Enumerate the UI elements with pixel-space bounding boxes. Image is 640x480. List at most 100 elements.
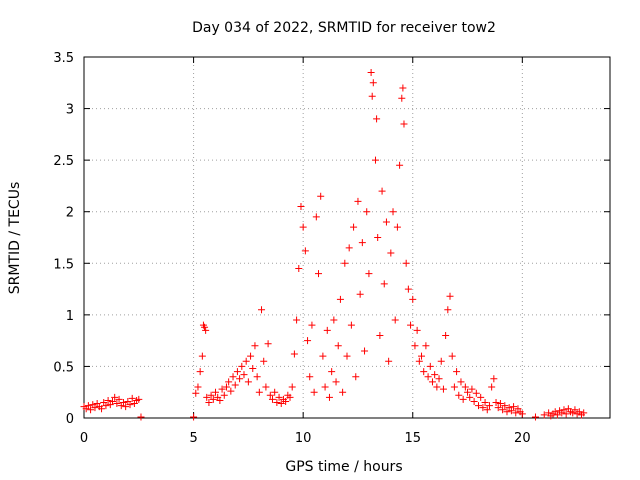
data-point: [407, 321, 415, 329]
data-point: [231, 381, 239, 389]
data-point: [426, 362, 434, 370]
data-point: [253, 373, 261, 381]
data-point: [472, 389, 480, 397]
x-tick-label: 10: [295, 431, 312, 446]
data-point: [282, 397, 290, 405]
data-point: [457, 378, 465, 386]
data-point: [368, 92, 376, 100]
data-point: [227, 387, 235, 395]
data-point: [371, 156, 379, 164]
data-point: [312, 213, 320, 221]
data-point: [363, 208, 371, 216]
data-point: [422, 342, 430, 350]
data-point: [135, 395, 143, 403]
x-tick-labels: 0 5 10 15 20: [80, 431, 531, 446]
data-point: [518, 410, 526, 418]
data-point: [247, 352, 255, 360]
data-point: [341, 259, 349, 267]
data-point: [339, 388, 347, 396]
data-point: [448, 352, 456, 360]
grid-lines: [84, 57, 610, 418]
data-point: [391, 316, 399, 324]
data-point: [268, 395, 276, 403]
data-point: [212, 388, 219, 396]
data-point: [483, 406, 491, 414]
data-point: [304, 337, 312, 345]
data-point: [242, 357, 250, 365]
data-point: [108, 397, 116, 405]
data-point: [358, 239, 366, 247]
data-point: [501, 402, 509, 410]
data-point: [207, 391, 215, 399]
data-point: [330, 316, 338, 324]
data-point: [87, 406, 95, 414]
data-point: [402, 259, 410, 267]
data-point: [398, 94, 406, 102]
data-point: [450, 383, 458, 391]
data-point: [488, 383, 496, 391]
data-point: [499, 406, 507, 414]
data-point: [494, 404, 502, 412]
data-point: [343, 352, 351, 360]
data-point: [273, 399, 281, 407]
data-point: [461, 383, 469, 391]
data-point: [345, 244, 353, 252]
data-point: [571, 406, 579, 414]
data-point: [512, 409, 520, 417]
data-point: [466, 393, 474, 401]
data-point: [409, 295, 417, 303]
data-point: [84, 402, 92, 410]
data-point: [251, 342, 259, 350]
data-point: [444, 306, 452, 314]
data-point: [503, 408, 511, 416]
data-point: [126, 401, 134, 409]
data-point: [376, 331, 384, 339]
data-point: [194, 383, 202, 391]
data-point: [277, 400, 285, 408]
data-point: [198, 352, 206, 360]
data-point: [373, 115, 381, 123]
data-point: [404, 285, 412, 293]
data-point: [203, 393, 211, 401]
data-point: [354, 197, 362, 205]
data-point: [387, 249, 395, 257]
data-point: [262, 383, 270, 391]
data-point: [369, 79, 377, 87]
data-point: [192, 389, 200, 397]
data-point: [111, 393, 119, 401]
data-point: [356, 290, 364, 298]
data-point: [104, 396, 112, 404]
data-point: [361, 347, 369, 355]
data-point: [553, 411, 561, 419]
data-point: [334, 342, 342, 350]
data-point: [332, 378, 340, 386]
axis-ticks: [83, 56, 610, 419]
data-point: [428, 378, 436, 386]
data-point: [122, 403, 130, 411]
data-point: [380, 280, 388, 288]
data-point: [475, 402, 482, 410]
data-point: [510, 403, 518, 411]
data-point: [293, 316, 301, 324]
x-tick-label: 0: [80, 431, 88, 446]
data-point: [113, 400, 121, 408]
data-point: [459, 395, 467, 403]
y-tick-label: 3.5: [53, 51, 74, 66]
data-point: [266, 391, 274, 399]
data-point: [431, 371, 439, 379]
data-point: [290, 350, 298, 358]
y-tick-label: 0: [66, 412, 74, 427]
data-point: [216, 396, 224, 404]
data-point: [205, 399, 213, 407]
data-point: [374, 234, 382, 241]
data-point: [464, 388, 472, 396]
data-point: [424, 373, 432, 381]
data-point: [258, 306, 266, 314]
data-point: [233, 368, 241, 376]
data-point: [433, 383, 441, 391]
data-point: [399, 84, 407, 92]
data-point: [319, 352, 327, 360]
data-point: [496, 400, 504, 408]
data-point: [315, 270, 323, 278]
data-point: [317, 192, 325, 200]
